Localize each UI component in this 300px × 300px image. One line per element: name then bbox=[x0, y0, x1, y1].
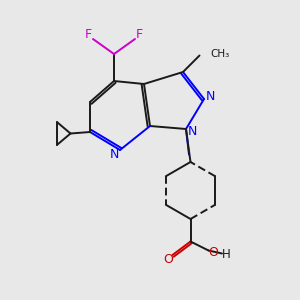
Text: N: N bbox=[205, 89, 215, 103]
Text: CH₃: CH₃ bbox=[210, 49, 229, 59]
Text: F: F bbox=[136, 28, 143, 41]
Text: H: H bbox=[222, 248, 231, 262]
Text: F: F bbox=[85, 28, 92, 41]
Text: O: O bbox=[163, 253, 173, 266]
Text: N: N bbox=[187, 125, 197, 139]
Text: N: N bbox=[109, 148, 119, 161]
Text: O: O bbox=[208, 245, 218, 259]
